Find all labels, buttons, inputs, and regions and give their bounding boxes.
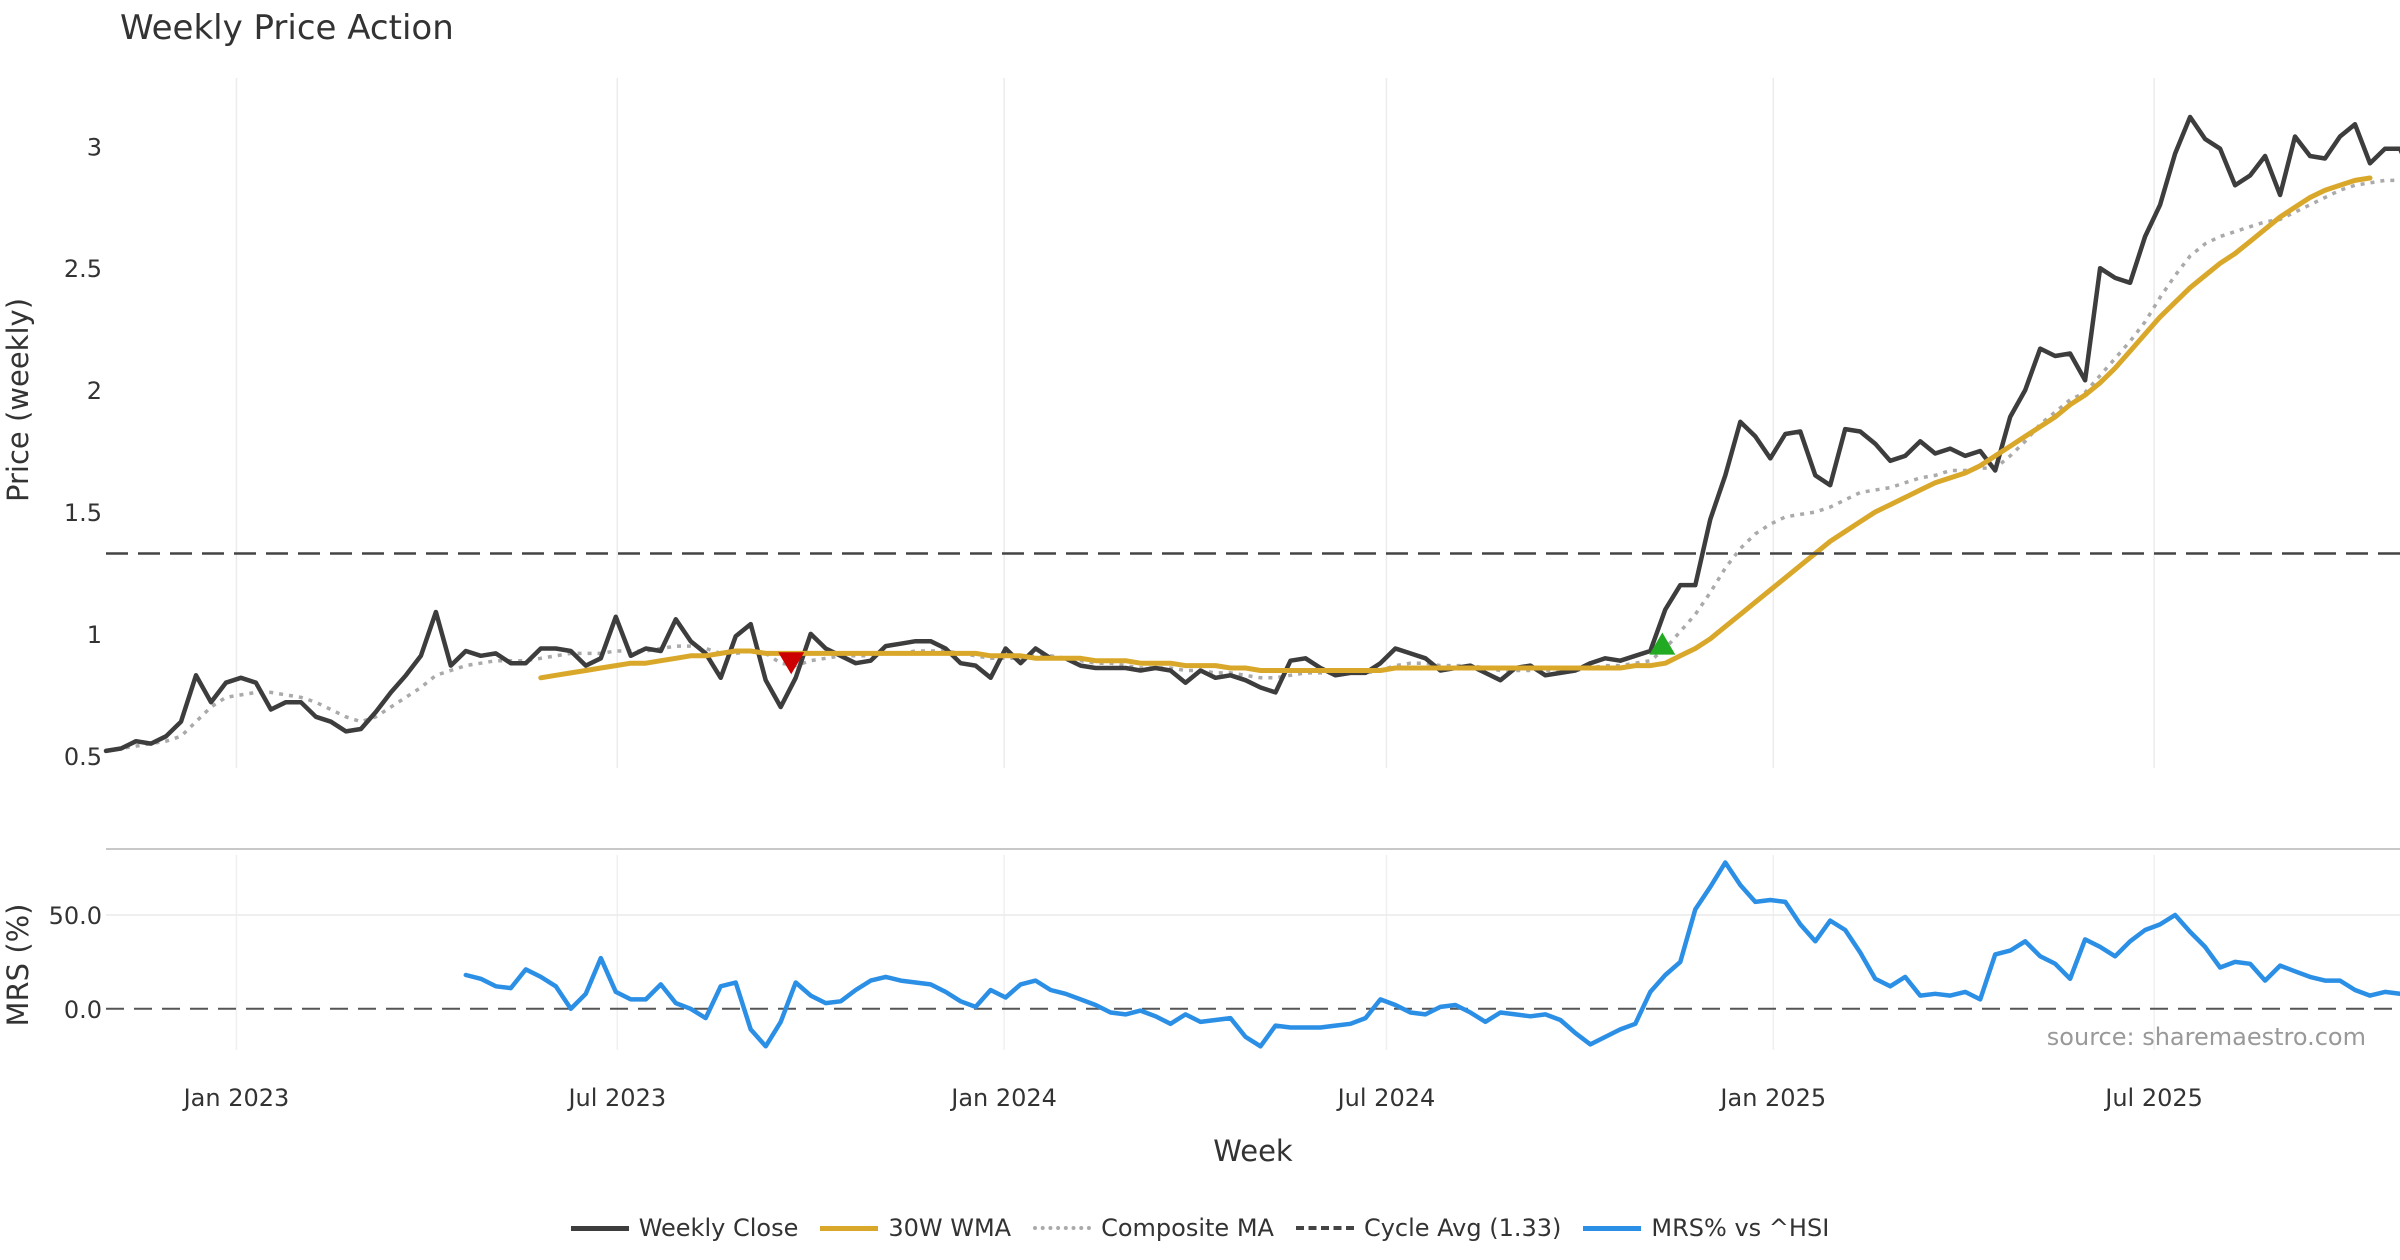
mrs-line [463,860,2400,1049]
legend: Weekly Close 30W WMA Composite MA Cycle … [0,1210,2400,1246]
sell-signal-marker [778,652,805,675]
mrs-tick-label: 50.0 [49,902,102,930]
legend-item-30w-wma: 30W WMA [820,1214,1011,1242]
source-note: source: sharemaestro.com [2047,1023,2366,1051]
legend-item-cycle-avg: Cycle Avg (1.33) [1295,1214,1562,1242]
legend-label: 30W WMA [888,1214,1012,1242]
legend-swatch [820,1225,879,1231]
marker-layer [778,632,1676,675]
y-axis-title: Price (weekly) [1,298,35,502]
legend-item-mrs: MRS% vs ^HSI [1583,1214,1829,1242]
mrs-axis-title: MRS (%) [1,904,35,1027]
legend-label: Cycle Avg (1.33) [1363,1214,1562,1242]
y-tick-label: 1.5 [64,499,102,527]
legend-label: Weekly Close [638,1214,799,1242]
label-layer: Jan 2023 Jul 2023 Jan 2024 Jul 2024 Jan 2025… [49,133,2203,1112]
y-tick-label: 2 [87,377,102,405]
legend-item-composite-ma: Composite MA [1033,1214,1274,1242]
grid-layer [106,78,2400,1050]
legend-swatch [1295,1226,1354,1230]
y-tick-label: 3 [87,133,102,161]
buy-signal-marker [1649,632,1676,655]
legend-item-weekly-close: Weekly Close [570,1214,799,1242]
wma-30w-line [538,175,2373,681]
legend-swatch [1583,1225,1642,1231]
mrs-tick-label: 0.0 [64,996,102,1024]
x-tick-label: Jan 2024 [949,1084,1057,1112]
legend-label: MRS% vs ^HSI [1651,1214,1830,1242]
x-tick-label: Jul 2025 [2103,1084,2203,1112]
series-layer [103,114,2400,1049]
x-tick-label: Jan 2025 [1718,1084,1826,1112]
x-axis-title: Week [1213,1134,1293,1168]
y-tick-label: 2.5 [64,255,102,283]
x-tick-label: Jan 2023 [182,1084,290,1112]
x-tick-label: Jul 2024 [1336,1084,1436,1112]
x-tick-label: Jul 2023 [566,1084,666,1112]
weekly-close-line [103,114,2400,754]
chart-title: Weekly Price Action [120,8,454,48]
y-tick-label: 0.5 [64,743,102,771]
legend-swatch [570,1225,629,1231]
legend-label: Composite MA [1101,1214,1274,1242]
y-tick-label: 1 [87,621,102,649]
legend-swatch [1033,1226,1092,1230]
